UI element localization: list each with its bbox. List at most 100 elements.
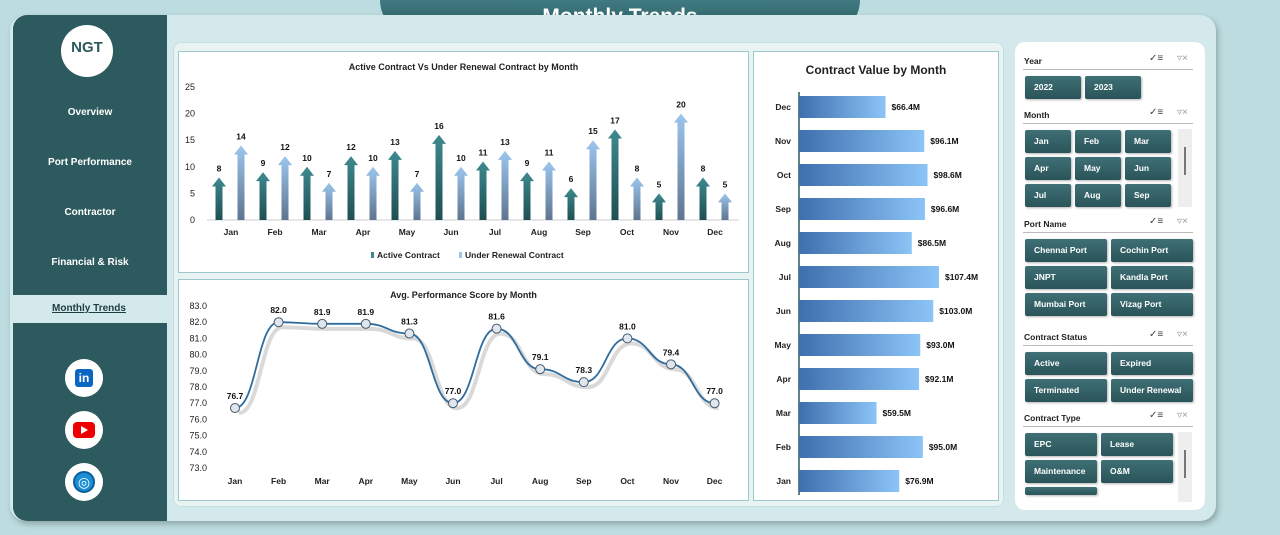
slicer-item[interactable]: Active (1025, 352, 1107, 375)
data-label: 8 (217, 163, 222, 173)
data-point (360, 318, 371, 329)
multi-select-icon[interactable]: ✓≡ (1149, 107, 1164, 118)
data-point (491, 323, 502, 334)
legend-label: Under Renewal Contract (465, 250, 564, 260)
x-tick: Mar (315, 476, 331, 486)
bar-active (212, 177, 226, 220)
bar (799, 96, 886, 118)
y-tick: 83.0 (189, 301, 207, 311)
slicer-item[interactable]: Lease (1101, 433, 1173, 456)
clear-filter-icon[interactable]: ▿× (1177, 107, 1188, 118)
slicer-item[interactable]: Maintenance (1025, 460, 1097, 483)
data-label: $76.9M (905, 476, 933, 486)
slicer-item[interactable]: Terminated (1025, 379, 1107, 402)
slicer-panel: Year ✓≡ ▿× 2022 2023 Month ✓≡ ▿× Jan Feb Mar Apr May… (1015, 42, 1205, 510)
slicer-item-partial[interactable] (1025, 487, 1097, 495)
data-label: 10 (456, 153, 466, 163)
slicer-item[interactable]: May (1075, 157, 1121, 180)
data-label: 8 (635, 163, 640, 173)
sidebar-item-port-performance[interactable]: Port Performance (48, 157, 132, 168)
legend-label: Active Contract (377, 250, 440, 260)
y-tick: 20 (185, 109, 195, 119)
data-point (317, 318, 328, 329)
sidebar-item-overview[interactable]: Overview (67, 107, 113, 118)
slicer-item[interactable]: O&M (1101, 460, 1173, 483)
data-label: $103.0M (939, 306, 972, 316)
data-label: $107.4M (945, 272, 978, 282)
slicer-item[interactable]: Mar (1125, 130, 1171, 153)
x-tick: Aug (531, 227, 548, 237)
clear-filter-icon[interactable]: ▿× (1177, 216, 1188, 227)
y-tick: Feb (776, 442, 791, 452)
x-tick: Jun (443, 227, 458, 237)
slicer-item[interactable]: Kandla Port (1111, 266, 1193, 289)
globe-icon[interactable]: ◎ (65, 463, 103, 501)
clear-filter-icon[interactable]: ▿× (1177, 329, 1188, 340)
slicer-item[interactable]: Jun (1125, 157, 1171, 180)
slicer-item[interactable]: Chennai Port (1025, 239, 1107, 262)
sidebar-item-monthly-trends[interactable]: Monthly Trends (10, 295, 168, 323)
slicer-item[interactable]: Feb (1075, 130, 1121, 153)
bar (799, 164, 928, 186)
line-shadow (238, 325, 719, 416)
y-tick: 75.0 (189, 431, 207, 441)
data-label: 78.3 (576, 365, 593, 375)
chart-title: Avg. Performance Score by Month (390, 290, 537, 300)
x-tick: Jan (224, 227, 239, 237)
sidebar-item-financial-risk[interactable]: Financial & Risk (51, 257, 129, 268)
multi-select-icon[interactable]: ✓≡ (1149, 53, 1164, 64)
slicer-item[interactable]: Vizag Port (1111, 293, 1193, 316)
slicer-item[interactable]: Jul (1025, 184, 1071, 207)
contracts-chart: 0 5 10 15 20 25 Jan 8 14 Feb 9 12 Mar 10 7 Apr 12 10 May 13… (185, 82, 739, 260)
slicer-item[interactable]: Apr (1025, 157, 1071, 180)
x-tick: Mar (311, 227, 327, 237)
data-label: 6 (569, 174, 574, 184)
slicer-item[interactable]: Under Renewal (1111, 379, 1193, 402)
y-tick: 81.0 (189, 333, 207, 343)
data-label: 16 (434, 121, 444, 131)
slicer-item[interactable]: JNPT (1025, 266, 1107, 289)
slicer-item[interactable]: Sep (1125, 184, 1171, 207)
slicer-item[interactable]: Expired (1111, 352, 1193, 375)
x-tick: Dec (707, 476, 723, 486)
x-tick: Apr (356, 227, 371, 237)
multi-select-icon[interactable]: ✓≡ (1149, 329, 1164, 340)
bar-active (608, 129, 622, 220)
data-label: 20 (676, 100, 686, 110)
data-label: $96.6M (931, 204, 959, 214)
slicer-item[interactable]: Cochin Port (1111, 239, 1193, 262)
linkedin-icon[interactable]: in (65, 359, 103, 397)
data-point (230, 403, 240, 414)
data-label: 79.1 (532, 352, 549, 362)
data-label: 10 (368, 153, 378, 163)
multi-select-icon[interactable]: ✓≡ (1149, 216, 1164, 227)
youtube-icon[interactable] (65, 411, 103, 449)
x-tick: Nov (663, 476, 679, 486)
bar (799, 232, 912, 254)
performance-chart: 73.0 74.0 75.0 76.0 77.0 78.0 79.0 80.0 81.0 82.0… (189, 301, 723, 486)
scrollbar[interactable] (1178, 129, 1192, 207)
y-tick: 5 (190, 188, 195, 198)
multi-select-icon[interactable]: ✓≡ (1149, 410, 1164, 421)
slicer-item[interactable]: Aug (1075, 184, 1121, 207)
data-label: 81.9 (358, 307, 375, 317)
clear-filter-icon[interactable]: ▿× (1177, 53, 1188, 64)
slicer-item[interactable]: EPC (1025, 433, 1097, 456)
bar-active (564, 188, 578, 220)
x-tick: Oct (620, 227, 634, 237)
clear-filter-icon[interactable]: ▿× (1177, 410, 1188, 421)
slicer-item[interactable]: Mumbai Port (1025, 293, 1107, 316)
x-tick: Oct (620, 476, 634, 486)
bar (799, 334, 921, 356)
data-label: 15 (588, 126, 598, 136)
data-label: $96.1M (930, 136, 958, 146)
slicer-item[interactable]: 2023 (1085, 76, 1141, 99)
slicer-item[interactable]: 2022 (1025, 76, 1081, 99)
sidebar-item-contractor[interactable]: Contractor (64, 207, 116, 218)
bar-under-renewal (454, 166, 468, 220)
slicer-item[interactable]: Jan (1025, 130, 1071, 153)
bar-active (652, 193, 666, 220)
scrollbar[interactable] (1178, 432, 1192, 502)
x-tick: Jun (445, 476, 460, 486)
x-tick: Jul (490, 476, 502, 486)
